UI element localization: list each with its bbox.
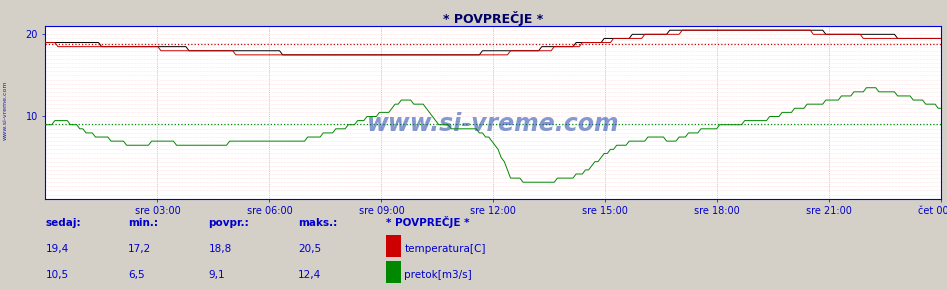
Text: 18,8: 18,8 [208,244,232,254]
Text: 20,5: 20,5 [298,244,321,254]
Text: pretok[m3/s]: pretok[m3/s] [404,270,473,280]
Title: * POVPREČJE *: * POVPREČJE * [443,11,544,26]
Text: 17,2: 17,2 [128,244,152,254]
Text: 10,5: 10,5 [45,270,68,280]
Text: 12,4: 12,4 [298,270,322,280]
Text: min.:: min.: [128,218,158,228]
Text: 6,5: 6,5 [128,270,145,280]
Text: * POVPREČJE *: * POVPREČJE * [386,216,470,228]
Text: temperatura[C]: temperatura[C] [404,244,486,254]
Text: 9,1: 9,1 [208,270,225,280]
Text: 19,4: 19,4 [45,244,69,254]
Text: www.si-vreme.com: www.si-vreme.com [367,113,619,137]
Text: sedaj:: sedaj: [45,218,81,228]
Text: www.si-vreme.com: www.si-vreme.com [3,80,9,140]
Text: povpr.:: povpr.: [208,218,249,228]
Text: maks.:: maks.: [298,218,337,228]
